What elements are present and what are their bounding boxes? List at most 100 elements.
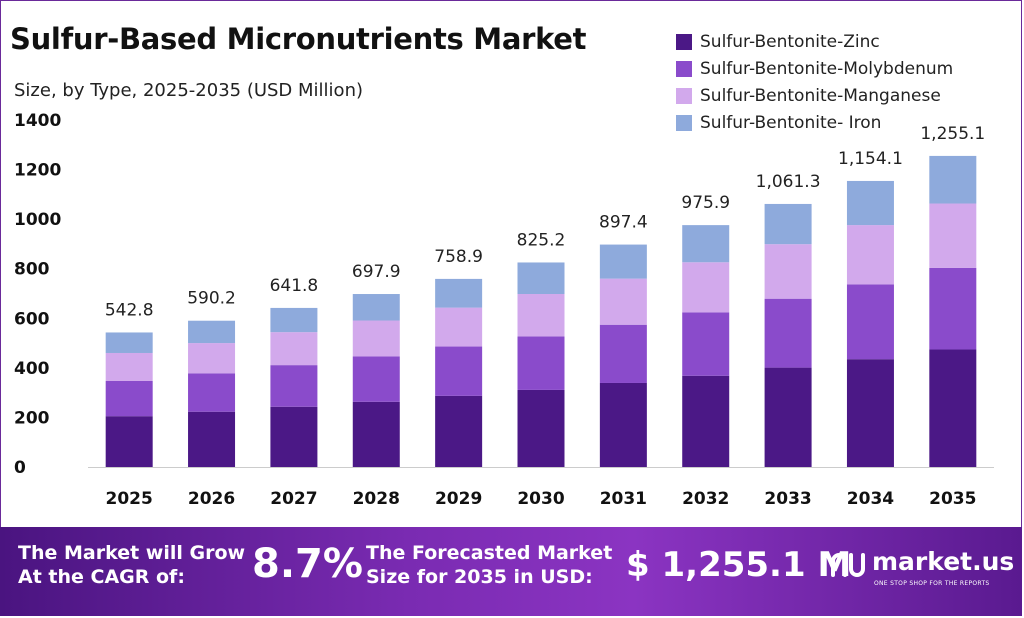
x-tick-label: 2035 bbox=[929, 489, 976, 509]
bar-segment bbox=[846, 284, 894, 360]
y-tick-label: 600 bbox=[14, 309, 50, 329]
legend-item-manganese: Sulfur-Bentonite-Manganese bbox=[676, 82, 953, 109]
brand-name: market.us bbox=[872, 547, 1015, 576]
brand-tagline: ONE STOP SHOP FOR THE REPORTS bbox=[874, 580, 990, 587]
y-tick-label: 1200 bbox=[14, 161, 61, 181]
cagr-label-line1: The Market will Grow bbox=[18, 542, 246, 564]
bar-segment bbox=[105, 380, 153, 417]
bar-segment bbox=[929, 349, 977, 467]
bar-segment bbox=[352, 401, 400, 467]
x-tick-label: 2030 bbox=[517, 489, 564, 509]
legend-item-zinc: Sulfur-Bentonite-Zinc bbox=[676, 28, 953, 55]
bar-total-label: 542.8 bbox=[105, 300, 154, 320]
x-tick-label: 2034 bbox=[847, 489, 894, 509]
bar-segment bbox=[764, 367, 812, 467]
bar-total-label: 758.9 bbox=[434, 247, 483, 267]
bar-segment bbox=[846, 359, 894, 467]
bar-segment bbox=[929, 267, 977, 350]
bar-total-label: 897.4 bbox=[599, 213, 648, 233]
bar-segment bbox=[599, 382, 647, 467]
legend-label-molybdenum: Sulfur-Bentonite-Molybdenum bbox=[700, 58, 954, 79]
bar-segment bbox=[599, 244, 647, 279]
bar-segment bbox=[270, 406, 318, 467]
bar-segment bbox=[188, 320, 236, 344]
forecast-value: $ 1,255.1 M bbox=[626, 545, 852, 585]
legend-swatch-zinc bbox=[676, 33, 692, 50]
bar-total-label: 641.8 bbox=[270, 276, 319, 296]
x-tick-label: 2027 bbox=[270, 489, 317, 509]
bar-segment bbox=[929, 203, 977, 268]
legend-label-iron: Sulfur-Bentonite- Iron bbox=[700, 112, 882, 133]
legend: Sulfur-Bentonite-Zinc Sulfur-Bentonite-M… bbox=[676, 28, 953, 136]
bar-segment bbox=[764, 298, 812, 368]
bar-segment bbox=[352, 356, 400, 402]
bar-segment bbox=[517, 336, 565, 390]
bar-segment bbox=[846, 180, 894, 226]
y-tick-label: 1400 bbox=[14, 111, 61, 131]
bar-segment bbox=[517, 293, 565, 337]
x-tick-label: 2029 bbox=[435, 489, 482, 509]
summary-banner: The Market will Grow At the CAGR of: 8.7… bbox=[0, 527, 1022, 616]
bar-total-label: 590.2 bbox=[187, 289, 236, 309]
forecast-label: The Forecasted Market Size for 2035 in U… bbox=[366, 541, 612, 589]
legend-label-manganese: Sulfur-Bentonite-Manganese bbox=[700, 85, 941, 106]
bar-segment bbox=[435, 278, 483, 308]
bar-total-label: 1,061.3 bbox=[756, 172, 821, 192]
y-tick-label: 400 bbox=[14, 359, 50, 379]
bar-segment bbox=[435, 395, 483, 467]
legend-swatch-iron bbox=[676, 114, 692, 131]
cagr-value: 8.7% bbox=[252, 541, 363, 587]
bar-segment bbox=[435, 346, 483, 396]
x-tick-label: 2028 bbox=[353, 489, 400, 509]
bar-segment bbox=[517, 262, 565, 294]
x-tick-label: 2032 bbox=[682, 489, 729, 509]
bar-segment bbox=[352, 294, 400, 321]
bar-segment bbox=[682, 312, 730, 376]
bar-segment bbox=[105, 352, 153, 381]
legend-item-molybdenum: Sulfur-Bentonite-Molybdenum bbox=[676, 55, 953, 82]
bar-segment bbox=[764, 244, 812, 299]
legend-swatch-manganese bbox=[676, 87, 692, 104]
y-tick-label: 1000 bbox=[14, 210, 61, 230]
y-tick-label: 200 bbox=[14, 408, 50, 428]
bar-total-label: 1,154.1 bbox=[838, 149, 903, 169]
x-tick-label: 2026 bbox=[188, 489, 235, 509]
bar-segment bbox=[188, 343, 236, 374]
chart-title: Sulfur-Based Micronutrients Market bbox=[10, 22, 587, 56]
bar-segment bbox=[105, 416, 153, 467]
y-tick-label: 800 bbox=[14, 260, 50, 280]
bar-segment bbox=[105, 332, 153, 353]
bar-total-label: 975.9 bbox=[681, 193, 730, 213]
legend-item-iron: Sulfur-Bentonite- Iron bbox=[676, 109, 953, 136]
bar-segment bbox=[682, 375, 730, 467]
bar-segment bbox=[599, 324, 647, 383]
legend-label-zinc: Sulfur-Bentonite-Zinc bbox=[700, 31, 880, 52]
x-tick-label: 2031 bbox=[600, 489, 647, 509]
market-us-logo-icon bbox=[831, 553, 865, 577]
bar-segment bbox=[764, 203, 812, 245]
x-tick-label: 2025 bbox=[106, 489, 153, 509]
bar-segment bbox=[270, 307, 318, 333]
bar-segment bbox=[929, 155, 977, 204]
legend-swatch-molybdenum bbox=[676, 60, 692, 77]
bar-segment bbox=[188, 373, 236, 412]
y-tick-label: 0 bbox=[14, 458, 26, 478]
bar-segment bbox=[517, 389, 565, 467]
cagr-label: The Market will Grow At the CAGR of: bbox=[18, 541, 245, 589]
forecast-label-line2: Size for 2035 in USD: bbox=[366, 566, 593, 588]
cagr-label-line2: At the CAGR of: bbox=[18, 566, 185, 588]
forecast-label-line1: The Forecasted Market bbox=[366, 542, 613, 564]
chart-subtitle: Size, by Type, 2025-2035 (USD Million) bbox=[14, 80, 363, 101]
bar-total-label: 825.2 bbox=[517, 230, 566, 250]
stacked-bar-chart: 0 200 400 600 800 1000 1200 1400 542.8 2025 590.2 2… bbox=[14, 111, 994, 509]
bar-segment bbox=[599, 278, 647, 325]
bar-segment bbox=[682, 225, 730, 263]
bar-segment bbox=[270, 332, 318, 366]
bar-segment bbox=[682, 262, 730, 313]
bar-total-label: 697.9 bbox=[352, 262, 401, 282]
x-tick-label: 2033 bbox=[764, 489, 811, 509]
bar-segment bbox=[270, 365, 318, 407]
bar-segment bbox=[846, 225, 894, 285]
bar-segment bbox=[188, 411, 236, 467]
bar-segment bbox=[352, 320, 400, 357]
